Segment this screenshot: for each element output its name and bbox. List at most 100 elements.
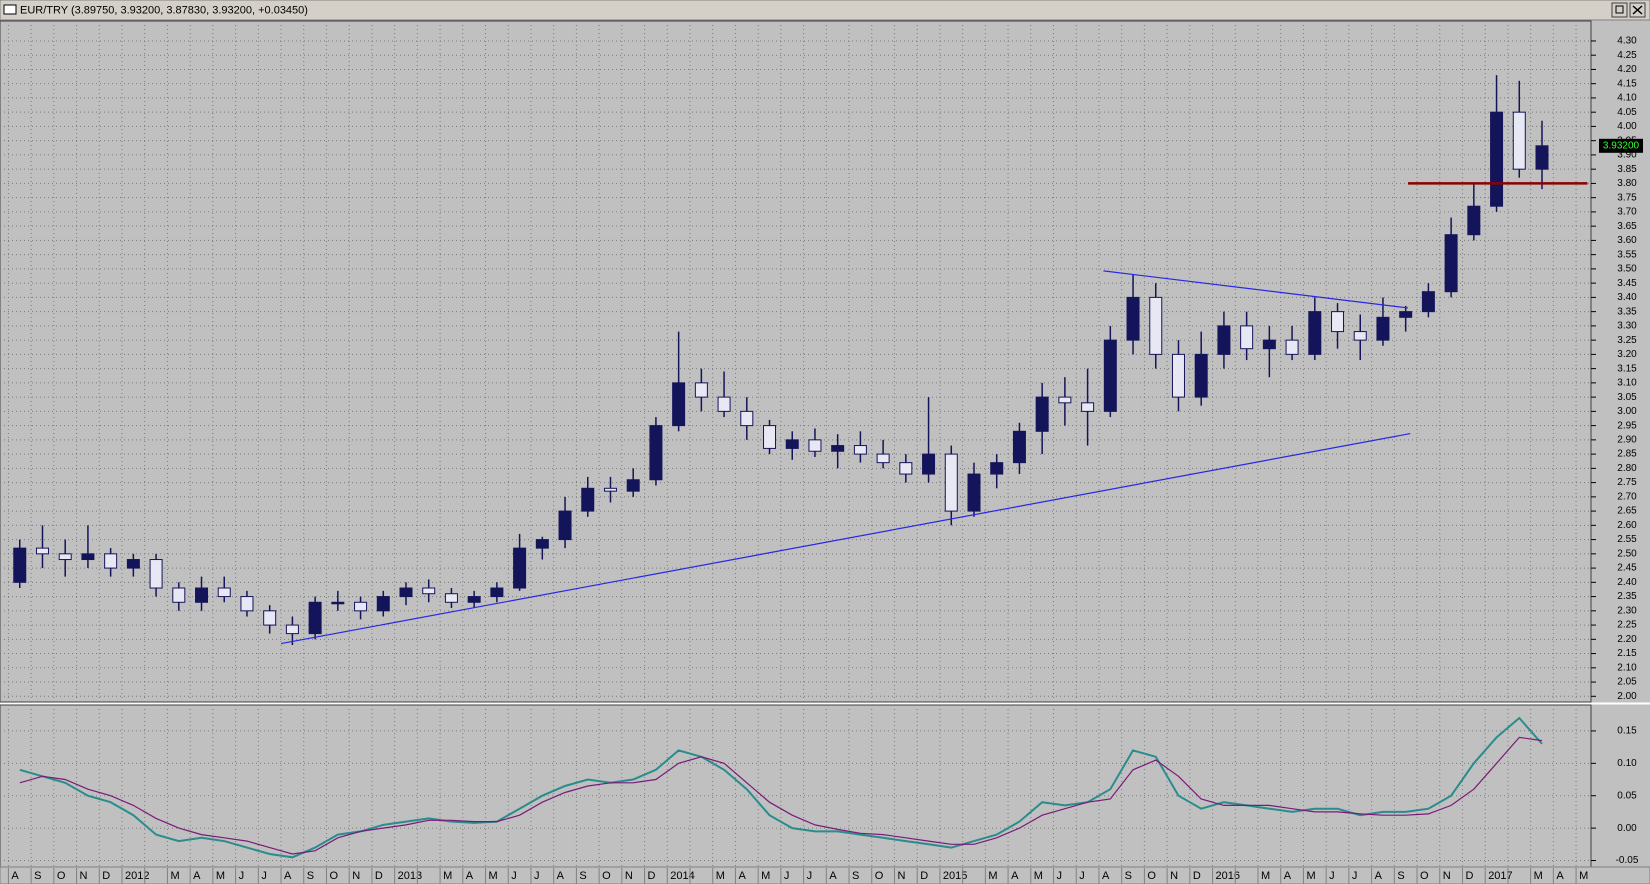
- y-tick-label: 3.10: [1617, 378, 1637, 389]
- candle-body: [1353, 331, 1367, 341]
- x-tick-label: J: [1352, 870, 1358, 882]
- x-tick-label: 2013: [398, 870, 422, 882]
- y-tick-label: 3.00: [1617, 406, 1637, 417]
- x-tick-label: A: [284, 870, 292, 882]
- y-tick-label: 2.25: [1617, 620, 1637, 631]
- candle-body: [535, 539, 549, 549]
- y-tick-label: 3.25: [1617, 335, 1637, 346]
- x-tick-label: M: [988, 870, 997, 882]
- y-tick-label: 2.60: [1617, 520, 1637, 531]
- y-tick-label: 3.85: [1617, 164, 1637, 175]
- x-tick-label: M: [1534, 870, 1543, 882]
- x-tick-label: N: [352, 870, 360, 882]
- candle-body: [217, 587, 231, 598]
- y-tick-label: 2.05: [1617, 677, 1637, 688]
- candle-body: [1421, 291, 1435, 313]
- candle-body: [672, 382, 686, 427]
- x-tick-label: M: [216, 870, 225, 882]
- y-tick-label: 2.00: [1617, 691, 1637, 702]
- candle-body: [1103, 339, 1117, 412]
- candle-body: [172, 587, 186, 603]
- y-tick-label: 2.70: [1617, 491, 1637, 502]
- y-tick-label: 3.55: [1617, 249, 1637, 260]
- x-tick-label: A: [1011, 870, 1019, 882]
- x-tick-label: M: [1579, 870, 1588, 882]
- x-tick-label: J: [1079, 870, 1085, 882]
- candle-body: [922, 453, 936, 475]
- candle-body: [1194, 353, 1208, 398]
- x-tick-label: N: [1443, 870, 1451, 882]
- candle-body: [240, 596, 254, 612]
- candle-body: [1149, 296, 1163, 355]
- last-price-label: 3.93200: [1603, 140, 1640, 151]
- x-tick-label: J: [239, 870, 245, 882]
- y-tick-label: 2.45: [1617, 563, 1637, 574]
- window-title: EUR/TRY (3.89750, 3.93200, 3.87830, 3.93…: [20, 4, 308, 16]
- x-tick-label: J: [784, 870, 790, 882]
- candle-body: [740, 410, 754, 427]
- candle-body: [899, 462, 913, 475]
- candle-body: [1512, 111, 1526, 170]
- candle-body: [1081, 402, 1095, 412]
- y-tick-label: 3.30: [1617, 321, 1637, 332]
- x-tick-label: A: [466, 870, 474, 882]
- y-tick-label: 2.30: [1617, 605, 1637, 616]
- x-tick-label: A: [11, 870, 19, 882]
- close-icon: [1632, 5, 1643, 15]
- y-tick-label: 3.05: [1617, 392, 1637, 403]
- candle-body: [444, 593, 458, 603]
- x-tick-label: M: [1306, 870, 1315, 882]
- x-tick-label: D: [375, 870, 383, 882]
- candle-body: [944, 453, 958, 512]
- candle-body: [1240, 325, 1254, 350]
- candle-body: [763, 425, 777, 449]
- y-tick-label: 0.05: [1617, 790, 1637, 801]
- x-tick-label: D: [1193, 870, 1201, 882]
- candle-body: [285, 624, 299, 635]
- x-tick-label: D: [1465, 870, 1473, 882]
- x-tick-label: S: [852, 870, 859, 882]
- candle-body: [853, 445, 867, 455]
- restore-button[interactable]: [1611, 2, 1628, 18]
- x-tick-label: A: [829, 870, 837, 882]
- candle-body: [126, 559, 140, 569]
- candle-body: [1308, 311, 1322, 355]
- candle-body: [1262, 339, 1276, 350]
- y-tick-label: 4.30: [1617, 36, 1637, 47]
- candle-body: [308, 601, 322, 635]
- x-tick-label: D: [920, 870, 928, 882]
- last-price-tag: [1599, 138, 1643, 153]
- time-axis: [0, 866, 1650, 884]
- candle-body: [104, 553, 118, 569]
- y-tick-label: 2.75: [1617, 477, 1637, 488]
- x-tick-label: N: [897, 870, 905, 882]
- candle-body: [649, 425, 663, 481]
- y-tick-label: 3.70: [1617, 207, 1637, 218]
- candle-body: [1012, 430, 1026, 464]
- x-tick-label: J: [1057, 870, 1063, 882]
- x-tick-label: J: [511, 870, 517, 882]
- y-tick-label: 3.75: [1617, 192, 1637, 203]
- x-tick-label: O: [875, 870, 884, 882]
- y-tick-label: 2.85: [1617, 449, 1637, 460]
- y-tick-label: 0.15: [1617, 726, 1637, 737]
- x-tick-label: A: [1375, 870, 1383, 882]
- candle-body: [354, 601, 368, 612]
- x-tick-label: J: [534, 870, 540, 882]
- y-tick-label: 4.10: [1617, 93, 1637, 104]
- candle-body: [1490, 111, 1504, 207]
- candle-body: [35, 547, 49, 555]
- y-tick-label: 2.55: [1617, 534, 1637, 545]
- candle-body: [1399, 311, 1413, 318]
- y-tick-label: 3.90: [1617, 150, 1637, 161]
- x-tick-label: A: [738, 870, 746, 882]
- x-tick-label: D: [102, 870, 110, 882]
- candle-body: [81, 553, 95, 561]
- price-panel: [0, 20, 1592, 703]
- x-tick-label: 2016: [1216, 870, 1240, 882]
- x-tick-label: S: [1397, 870, 1404, 882]
- x-tick-label: N: [625, 870, 633, 882]
- x-tick-label: 2017: [1488, 870, 1512, 882]
- x-tick-label: 2014: [670, 870, 694, 882]
- candle-body: [58, 553, 72, 561]
